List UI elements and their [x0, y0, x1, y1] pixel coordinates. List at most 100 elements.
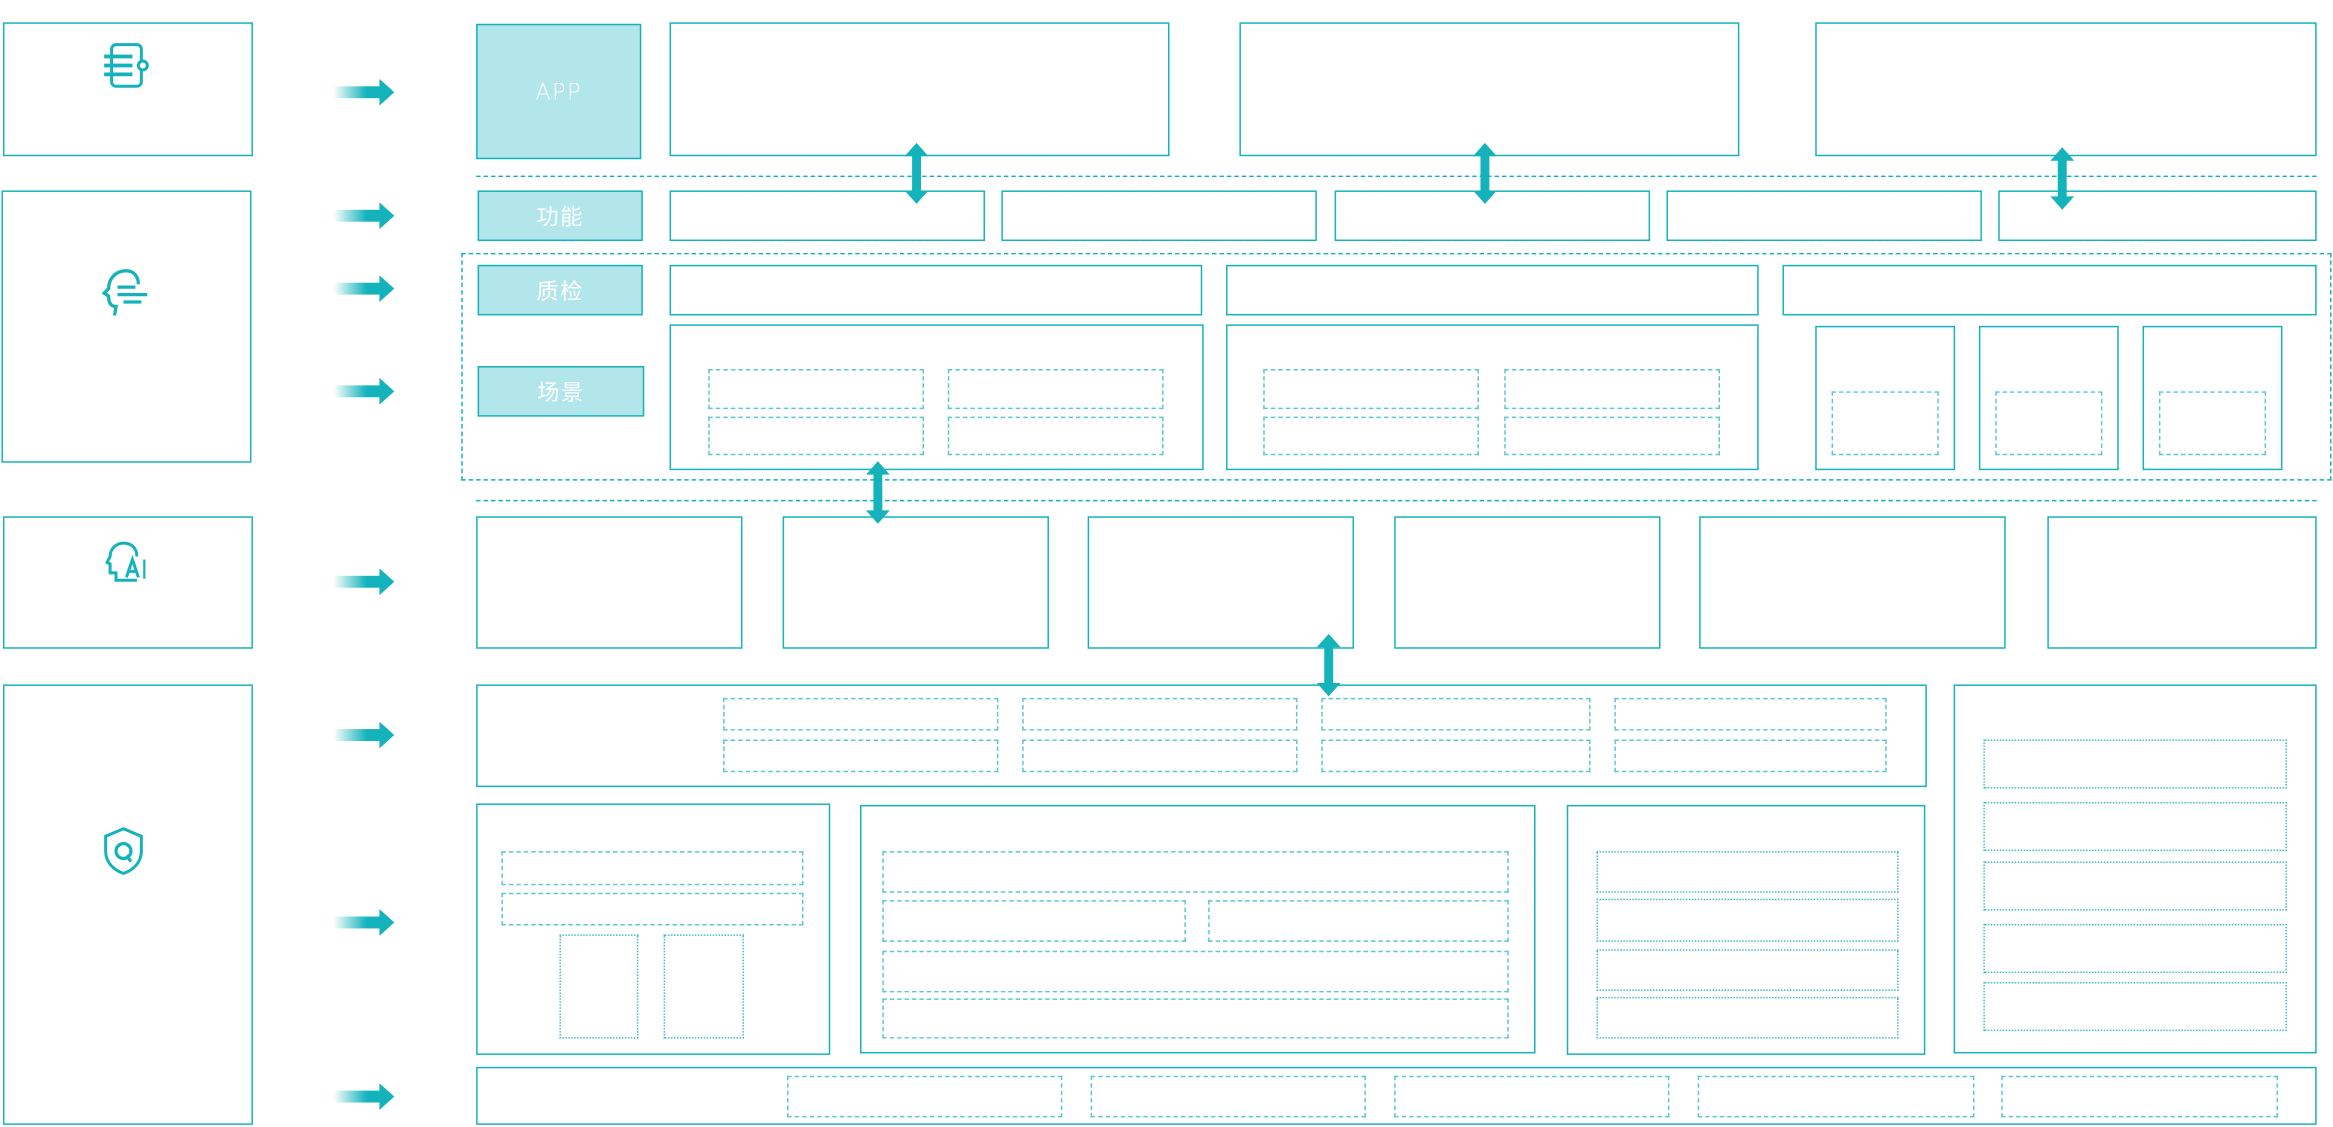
right-arrow-icon	[333, 275, 395, 303]
double-arrow-icon	[1473, 142, 1497, 204]
module-box	[1087, 516, 1354, 649]
sub-module-box	[723, 697, 999, 731]
layer-separator	[476, 499, 2317, 502]
sub-module-box	[1090, 1075, 1366, 1118]
module-box	[1978, 325, 2119, 471]
scene-label: 场景	[477, 366, 645, 417]
sub-module-box	[1263, 368, 1479, 410]
sub-module-box	[1983, 982, 2287, 1032]
module-box	[782, 516, 1049, 649]
sub-module-box	[1614, 697, 1887, 731]
right-arrow-icon	[333, 909, 395, 936]
sub-module-box	[1831, 391, 1939, 456]
sub-module-box	[1504, 416, 1721, 456]
double-arrow-icon	[1316, 633, 1341, 697]
module-box	[860, 804, 1536, 1054]
module-box	[1226, 264, 1759, 316]
sub-module-box	[1022, 739, 1298, 773]
scene-label-text: 场景	[537, 378, 585, 406]
function-label-text: 功能	[536, 203, 585, 230]
sub-module-box	[1983, 861, 2287, 911]
sub-module-box	[1208, 900, 1509, 942]
sub-module-box	[882, 900, 1186, 942]
sub-module-box	[947, 368, 1164, 410]
sub-module-box	[1614, 739, 1887, 773]
double-arrow-icon	[2050, 147, 2075, 210]
sub-module-box	[2001, 1075, 2278, 1118]
module-box	[1239, 22, 1740, 157]
quality-label-text: 质检	[536, 277, 585, 305]
right-arrow-icon	[333, 377, 395, 405]
shield-q-icon	[104, 827, 143, 875]
sub-module-box	[787, 1075, 1063, 1118]
sub-module-box	[882, 998, 1509, 1039]
right-arrow-icon	[333, 78, 395, 106]
module-box	[476, 803, 831, 1055]
sub-module-box	[1022, 697, 1298, 731]
ai-head-icon	[105, 541, 146, 582]
module-box	[1782, 264, 2317, 316]
module-box	[669, 324, 1204, 471]
sub-module-box	[501, 851, 804, 886]
sub-module-box	[947, 416, 1164, 456]
module-box	[1815, 22, 2317, 157]
module-box	[669, 264, 1203, 316]
module-box	[476, 684, 1927, 788]
module-box	[1998, 190, 2317, 242]
right-arrow-icon	[333, 721, 395, 749]
sub-module-box	[723, 739, 999, 773]
module-box	[1699, 516, 2006, 649]
quality-label: 质检	[477, 264, 643, 316]
sub-module-box	[1263, 416, 1479, 456]
sub-module-box	[559, 934, 639, 1039]
module-box	[476, 516, 743, 649]
sub-module-box	[1321, 739, 1591, 773]
sub-module-box	[1983, 739, 2287, 789]
sub-module-box	[1596, 851, 1899, 893]
category-box	[2, 516, 253, 649]
sub-module-box	[1596, 898, 1899, 942]
sub-module-box	[1983, 801, 2287, 852]
module-box	[1334, 190, 1651, 242]
module-box	[2047, 516, 2317, 649]
sub-module-box	[1596, 949, 1899, 991]
module-box	[669, 22, 1170, 157]
quality-scene-group	[461, 252, 2332, 481]
sub-module-box	[1995, 391, 2103, 456]
sub-module-box	[2158, 391, 2267, 456]
layer-separator	[476, 175, 2317, 178]
sub-module-box	[663, 934, 744, 1039]
sub-module-box	[882, 851, 1509, 893]
right-arrow-icon	[333, 1083, 395, 1110]
sub-module-box	[501, 892, 804, 926]
module-box	[2142, 325, 2283, 471]
sub-module-box	[1504, 368, 1721, 410]
module-box	[1001, 190, 1317, 242]
right-arrow-icon	[333, 568, 395, 596]
module-box	[1815, 325, 1956, 471]
double-arrow-icon	[865, 461, 890, 524]
sub-module-box	[882, 950, 1509, 993]
sub-module-box	[1321, 697, 1591, 731]
head-speech-icon	[101, 269, 148, 316]
category-box	[1, 190, 252, 463]
sub-module-box	[1394, 1075, 1670, 1118]
module-box	[1666, 190, 1982, 242]
module-box	[1394, 516, 1661, 649]
app-label-text: APP	[535, 78, 583, 105]
sub-module-box	[1596, 996, 1899, 1039]
sub-module-box	[1697, 1075, 1975, 1118]
category-box	[2, 684, 253, 1125]
module-box	[1566, 804, 1926, 1055]
sub-module-box	[708, 368, 924, 410]
module-box	[1226, 324, 1759, 471]
right-arrow-icon	[333, 202, 395, 230]
document-list-icon	[104, 43, 149, 88]
sub-module-box	[1983, 923, 2287, 974]
function-label: 功能	[477, 190, 643, 242]
double-arrow-icon	[904, 142, 929, 204]
module-box	[1953, 684, 2317, 1054]
app-label: APP	[476, 23, 642, 160]
module-box	[669, 190, 985, 242]
